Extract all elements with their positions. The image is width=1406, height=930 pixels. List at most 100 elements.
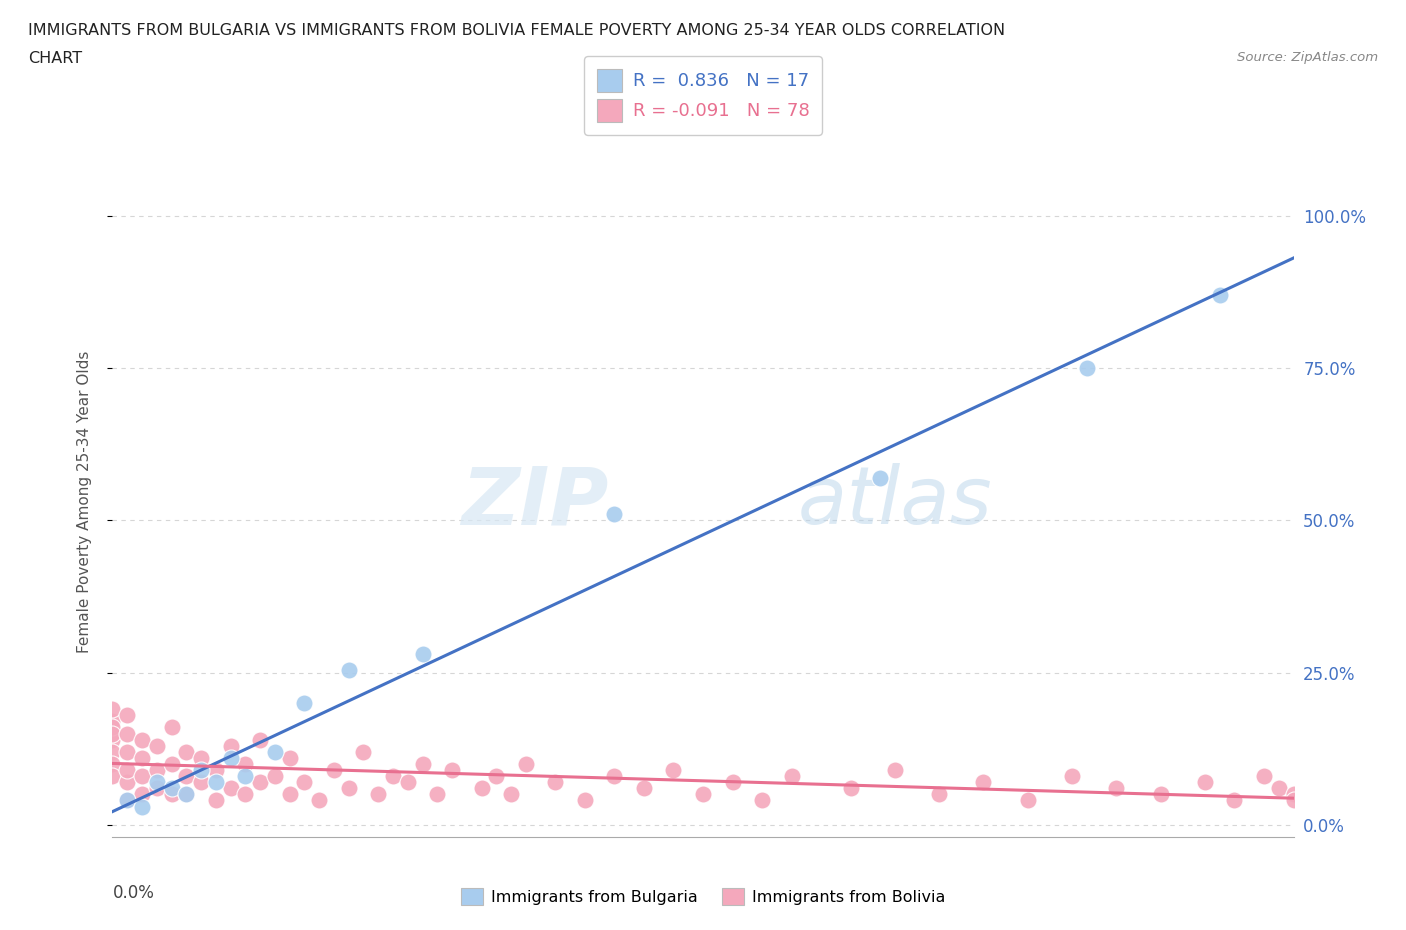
Point <box>1105 781 1128 796</box>
Point <box>692 787 714 802</box>
Point <box>160 756 183 771</box>
Point <box>219 738 242 753</box>
Point <box>205 775 228 790</box>
Point <box>101 732 124 747</box>
Point <box>101 769 124 784</box>
Point <box>412 647 434 662</box>
Point <box>174 744 197 759</box>
Text: CHART: CHART <box>28 51 82 66</box>
Legend: Immigrants from Bulgaria, Immigrants from Bolivia: Immigrants from Bulgaria, Immigrants fro… <box>453 880 953 912</box>
Point <box>146 763 169 777</box>
Point <box>426 787 449 802</box>
Point <box>1208 287 1232 302</box>
Point <box>1150 787 1173 802</box>
Point <box>219 781 242 796</box>
Point <box>190 751 212 765</box>
Point <box>233 769 256 784</box>
Point <box>471 781 494 796</box>
Point <box>101 702 124 717</box>
Text: Source: ZipAtlas.com: Source: ZipAtlas.com <box>1237 51 1378 64</box>
Point <box>249 775 271 790</box>
Point <box>101 726 124 741</box>
Point <box>292 696 315 711</box>
Point <box>367 787 389 802</box>
Text: 0.0%: 0.0% <box>112 884 155 902</box>
Point <box>1268 781 1291 796</box>
Point <box>174 769 197 784</box>
Point <box>249 732 271 747</box>
Point <box>131 769 153 784</box>
Point <box>131 751 153 765</box>
Point <box>751 793 773 808</box>
Point <box>574 793 596 808</box>
Point <box>884 763 907 777</box>
Point <box>1194 775 1216 790</box>
Point <box>869 471 891 485</box>
Point <box>146 781 169 796</box>
Point <box>323 763 346 777</box>
Point <box>839 781 862 796</box>
Point <box>382 769 405 784</box>
Point <box>780 769 803 784</box>
Point <box>190 763 212 777</box>
Point <box>117 793 138 808</box>
Point <box>101 720 124 735</box>
Legend: R =  0.836   N = 17, R = -0.091   N = 78: R = 0.836 N = 17, R = -0.091 N = 78 <box>583 56 823 135</box>
Point <box>101 744 124 759</box>
Point <box>205 763 228 777</box>
Point <box>160 720 183 735</box>
Point <box>1017 793 1039 808</box>
Point <box>160 787 183 802</box>
Point <box>174 787 197 802</box>
Point <box>117 775 138 790</box>
Point <box>441 763 464 777</box>
Point <box>973 775 995 790</box>
Point <box>337 781 360 796</box>
Point <box>117 793 138 808</box>
Point <box>412 756 434 771</box>
Point <box>233 756 256 771</box>
Text: ZIP: ZIP <box>461 463 609 541</box>
Point <box>264 769 287 784</box>
Point <box>117 744 138 759</box>
Point <box>1076 361 1098 376</box>
Text: atlas: atlas <box>797 463 993 541</box>
Point <box>233 787 256 802</box>
Point <box>485 769 508 784</box>
Point <box>396 775 419 790</box>
Point <box>1282 787 1305 802</box>
Point <box>633 781 655 796</box>
Point <box>1062 769 1084 784</box>
Point <box>146 775 169 790</box>
Point <box>174 787 197 802</box>
Point <box>131 799 153 814</box>
Point <box>1223 793 1246 808</box>
Point <box>278 751 301 765</box>
Point <box>146 738 169 753</box>
Point <box>662 763 685 777</box>
Point <box>603 507 626 522</box>
Point <box>544 775 567 790</box>
Point <box>603 769 626 784</box>
Y-axis label: Female Poverty Among 25-34 Year Olds: Female Poverty Among 25-34 Year Olds <box>77 351 91 654</box>
Point <box>721 775 744 790</box>
Point <box>117 726 138 741</box>
Point <box>101 714 124 729</box>
Point <box>292 775 315 790</box>
Point <box>352 744 374 759</box>
Point <box>264 744 287 759</box>
Point <box>219 751 242 765</box>
Point <box>278 787 301 802</box>
Point <box>160 781 183 796</box>
Point <box>117 763 138 777</box>
Point <box>117 708 138 723</box>
Text: IMMIGRANTS FROM BULGARIA VS IMMIGRANTS FROM BOLIVIA FEMALE POVERTY AMONG 25-34 Y: IMMIGRANTS FROM BULGARIA VS IMMIGRANTS F… <box>28 23 1005 38</box>
Point <box>1253 769 1275 784</box>
Point <box>190 775 212 790</box>
Point <box>131 732 153 747</box>
Point <box>308 793 330 808</box>
Point <box>131 787 153 802</box>
Point <box>515 756 537 771</box>
Point <box>205 793 228 808</box>
Point <box>337 662 360 677</box>
